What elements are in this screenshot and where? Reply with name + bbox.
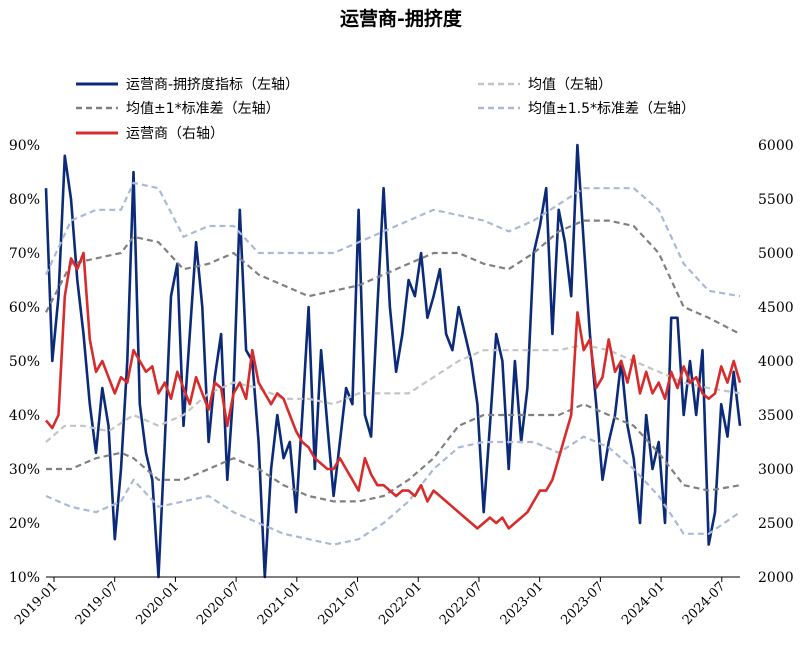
x-tick-label: 2020-07	[194, 579, 243, 628]
plot-area	[44, 143, 742, 579]
y-right-tick-label: 2000	[758, 570, 794, 586]
series-line-2	[46, 403, 741, 503]
legend: 运营商-拥挤度指标（左轴） 均值（左轴） 均值±1*标准差（左轴） 均值±1.5*标准…	[76, 77, 695, 142]
x-tick-label: 2021-01	[255, 579, 304, 628]
y-left-tick-label: 80%	[9, 192, 40, 208]
y-left-tick-label: 40%	[9, 408, 40, 424]
x-tick-label: 2023-07	[558, 579, 607, 628]
x-tick-label: 2023-01	[498, 579, 547, 628]
legend-label: 均值±1.5*标准差（左轴）	[528, 101, 695, 117]
y-left-tick-label: 20%	[9, 516, 40, 532]
x-tick-label: 2019-01	[12, 579, 61, 628]
y-right-tick-label: 3000	[758, 462, 794, 478]
x-tick-label: 2021-07	[316, 579, 365, 628]
y-right-tick-label: 4500	[758, 300, 794, 316]
legend-label: 均值（左轴）	[528, 77, 612, 93]
y-left-tick-label: 70%	[9, 246, 40, 262]
y-left-tick-label: 60%	[9, 300, 40, 316]
y-right-tick-label: 5500	[758, 192, 794, 208]
legend-label: 运营商（右轴）	[126, 126, 224, 142]
series-line-0	[44, 143, 742, 579]
y-left-tick-label: 30%	[9, 462, 40, 478]
x-tick-label: 2019-07	[73, 579, 122, 628]
y-left-tick-label: 90%	[9, 138, 40, 154]
y-left-tick-label: 10%	[9, 570, 40, 586]
legend-label: 均值±1*标准差（左轴）	[126, 101, 280, 117]
x-tick-label: 2024-07	[680, 579, 729, 628]
y-right-tick-label: 2500	[758, 516, 794, 532]
x-tick-label: 2024-01	[619, 579, 668, 628]
series-line-3	[45, 219, 741, 335]
x-tick-label: 2022-07	[437, 579, 486, 628]
y-right-tick-label: 4000	[758, 354, 794, 370]
y-left-tick-label: 50%	[9, 354, 40, 370]
series-line-6	[44, 251, 742, 530]
chart-title: 运营商-拥挤度	[340, 7, 463, 30]
series-line-5	[45, 181, 741, 298]
x-tick-label: 2022-01	[376, 579, 425, 628]
y-right-tick-label: 6000	[758, 138, 794, 154]
series-line-4	[45, 435, 741, 546]
y-right-tick-label: 5000	[758, 246, 794, 262]
x-tick-label: 2020-01	[133, 579, 182, 628]
legend-label: 运营商-拥挤度指标（左轴）	[126, 77, 299, 93]
y-right-tick-label: 3500	[758, 408, 794, 424]
